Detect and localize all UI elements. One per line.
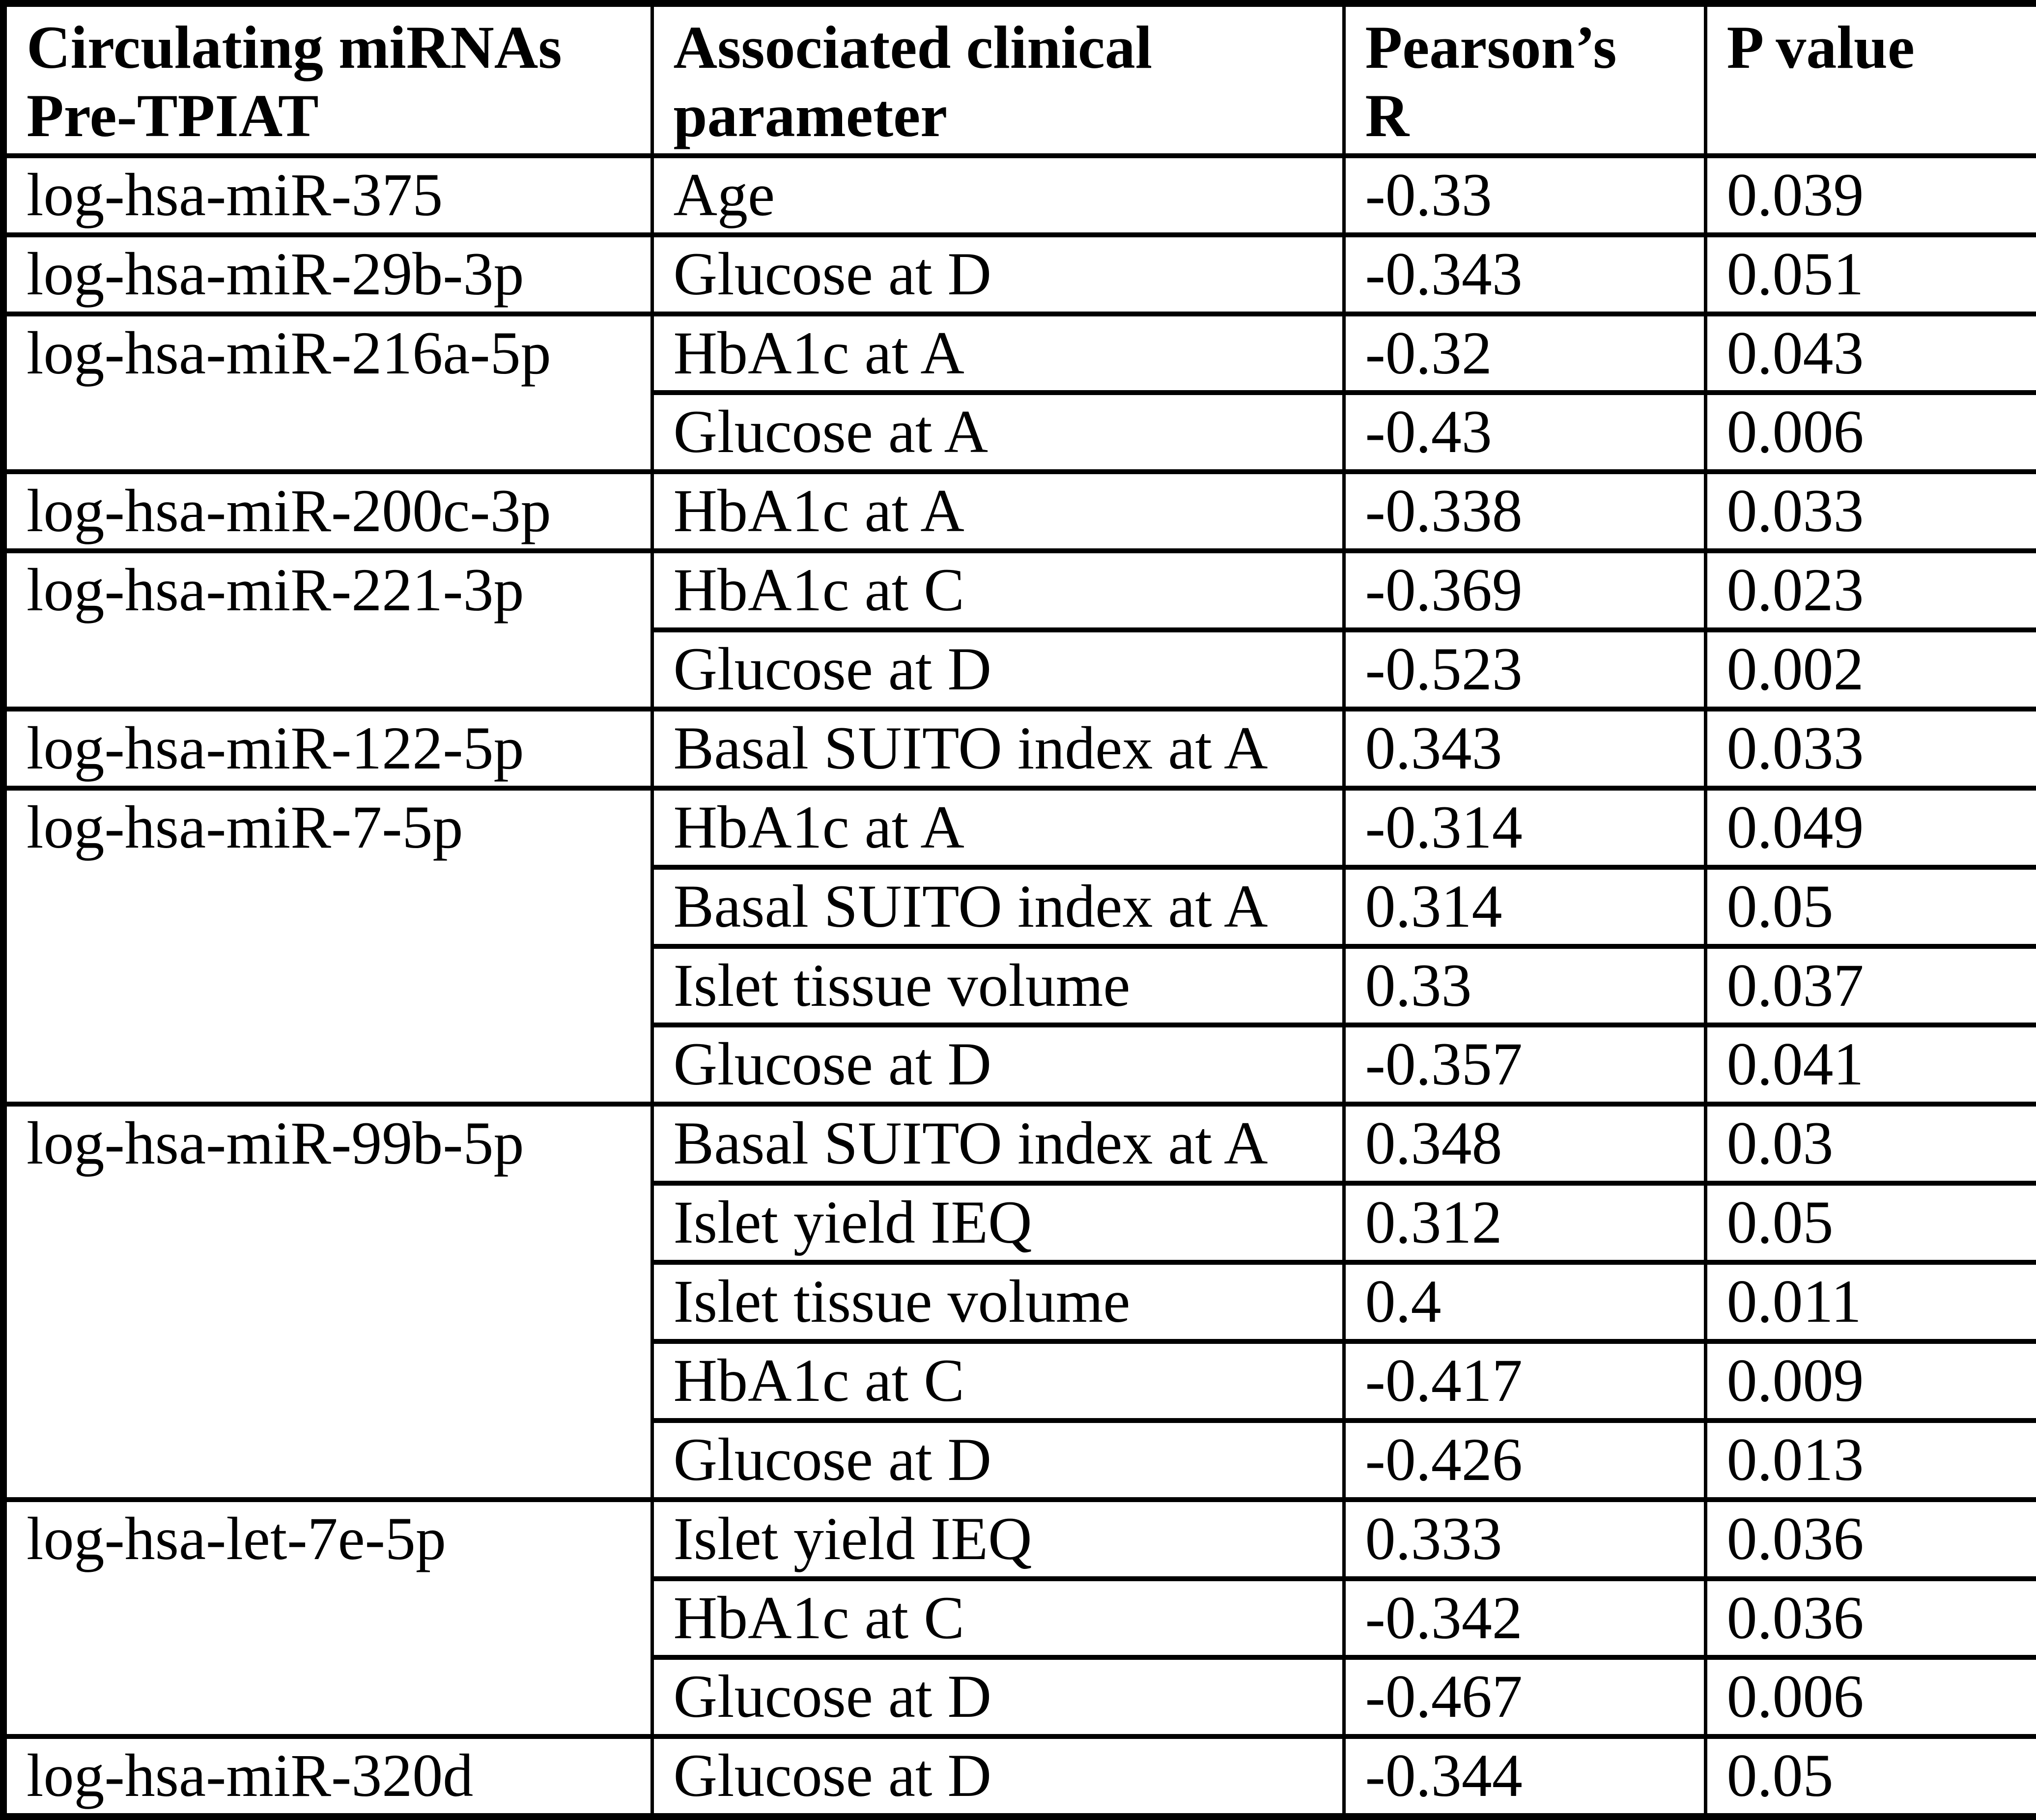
pearson-r-cell: -0.43 [1342,390,1707,475]
table-row: Glucose at D -0.523 0.002 [3,627,2036,711]
table-row: Islet yield IEQ 0.312 0.05 [3,1181,2036,1265]
table-row: log-hsa-let-7e-5p Islet yield IEQ 0.333 … [1,1497,2036,1739]
table-row: log-hsa-miR-7-5p HbA1c at A -0.314 0.049 [1,785,2036,1107]
parameter-cell: Basal SUITO index at A [650,706,1346,791]
parameter-cell: Glucose at D [650,1023,1346,1107]
table-row: log-hsa-miR-99b-5p Basal SUITO index at … [1,1102,2036,1502]
parameter-cell: Glucose at D [650,627,1346,711]
parameter-cell: HbA1c at A [650,785,1346,870]
table-row: log-hsa-miR-122-5p Basal SUITO index at … [1,706,2036,791]
pearson-r-cell: -0.33 [1342,153,1707,237]
parameter-cell: Glucose at A [650,390,1346,475]
p-value-cell: 0.036 [1703,1497,2036,1581]
pearson-r-cell: 0.333 [1342,1497,1707,1581]
pearson-r-cell: 0.343 [1342,706,1707,791]
pearson-r-cell: 0.348 [1342,1102,1707,1186]
parameter-cell: Age [650,153,1346,237]
table-row: log-hsa-miR-375 Age -0.33 0.039 [1,153,2036,237]
table-row: log-hsa-miR-29b-3p Glucose at D -0.343 0… [1,232,2036,316]
parameter-cell: HbA1c at C [650,1338,1346,1423]
parameter-cell: Islet yield IEQ [650,1181,1346,1265]
p-value-cell: 0.011 [1703,1260,2036,1344]
parameter-cell: Glucose at D [650,232,1346,316]
p-value-cell: 0.037 [1703,943,2036,1028]
mirna-cell: log-hsa-let-7e-5p [1,1497,654,1739]
table-row: Islet tissue volume 0.4 0.011 [3,1260,2036,1344]
p-value-cell: 0.041 [1703,1023,2036,1107]
p-value-cell: 0.006 [1703,390,2036,475]
parameter-cell: Glucose at D [650,1418,1346,1502]
col-header-pearsons-r: Pearson’s R [1342,1,1707,158]
table-row: log-hsa-miR-221-3p HbA1c at C -0.369 0.0… [1,548,2036,711]
parameter-cell: Glucose at D [650,1734,1346,1820]
table-row: log-hsa-miR-320d Glucose at D -0.344 0.0… [1,1734,2036,1820]
p-value-cell: 0.033 [1703,469,2036,554]
p-value-cell: 0.006 [1703,1655,2036,1739]
p-value-cell: 0.023 [1703,548,2036,632]
table-row: Glucose at D -0.426 0.013 [3,1418,2036,1502]
parameter-cell: Basal SUITO index at A [650,864,1346,949]
pearson-r-cell: -0.426 [1342,1418,1707,1502]
pearson-r-cell: -0.369 [1342,548,1707,632]
mirna-cell: log-hsa-miR-7-5p [1,785,654,1107]
table-row: log-hsa-miR-216a-5p HbA1c at A -0.32 0.0… [1,311,2036,475]
mirna-cell: log-hsa-miR-29b-3p [1,232,654,316]
table-row: Glucose at A -0.43 0.006 [3,390,2036,475]
mirna-cell: log-hsa-miR-320d [1,1734,654,1820]
pearson-r-cell: 0.33 [1342,943,1707,1028]
pearson-r-cell: 0.314 [1342,864,1707,949]
mirna-cell: log-hsa-miR-99b-5p [1,1102,654,1502]
col-header-parameter: Associated clinical parameter [650,1,1346,158]
parameter-cell: Glucose at D [650,1655,1346,1739]
parameter-cell: Islet tissue volume [650,1260,1346,1344]
pearson-r-cell: -0.467 [1342,1655,1707,1739]
parameter-cell: HbA1c at A [650,311,1346,396]
pearson-r-cell: -0.344 [1342,1734,1707,1820]
header-row: Circulating miRNAs Pre-TPIAT Associated … [1,1,2036,158]
p-value-cell: 0.013 [1703,1418,2036,1502]
col-header-p-value: P value [1703,1,2036,158]
p-value-cell: 0.05 [1703,1181,2036,1265]
pearson-r-cell: 0.312 [1342,1181,1707,1265]
pearson-r-cell: -0.343 [1342,232,1707,316]
parameter-cell: Islet tissue volume [650,943,1346,1028]
col-header-mirna: Circulating miRNAs Pre-TPIAT [1,1,654,158]
pearson-r-cell: -0.342 [1342,1576,1707,1660]
table-row: Basal SUITO index at A 0.314 0.05 [3,864,2036,949]
pearson-r-cell: -0.338 [1342,469,1707,554]
p-value-cell: 0.043 [1703,311,2036,396]
p-value-cell: 0.051 [1703,232,2036,316]
p-value-cell: 0.03 [1703,1102,2036,1186]
mirna-cell: log-hsa-miR-216a-5p [1,311,654,475]
p-value-cell: 0.05 [1703,864,2036,949]
p-value-cell: 0.036 [1703,1576,2036,1660]
table-row: Islet tissue volume 0.33 0.037 [3,943,2036,1028]
pearson-r-cell: 0.4 [1342,1260,1707,1344]
parameter-cell: HbA1c at A [650,469,1346,554]
p-value-cell: 0.049 [1703,785,2036,870]
pearson-r-cell: -0.523 [1342,627,1707,711]
mirna-cell: log-hsa-miR-221-3p [1,548,654,711]
parameter-cell: Basal SUITO index at A [650,1102,1346,1186]
parameter-cell: Islet yield IEQ [650,1497,1346,1581]
mirna-cell: log-hsa-miR-375 [1,153,654,237]
p-value-cell: 0.05 [1703,1734,2036,1820]
pearson-r-cell: -0.32 [1342,311,1707,396]
table-row: HbA1c at C -0.342 0.036 [3,1576,2036,1660]
p-value-cell: 0.002 [1703,627,2036,711]
pearson-r-cell: -0.417 [1342,1338,1707,1423]
table-row: Glucose at D -0.357 0.041 [3,1023,2036,1107]
table-row: log-hsa-miR-200c-3p HbA1c at A -0.338 0.… [1,469,2036,554]
p-value-cell: 0.009 [1703,1338,2036,1423]
p-value-cell: 0.033 [1703,706,2036,791]
parameter-cell: HbA1c at C [650,548,1346,632]
parameter-cell: HbA1c at C [650,1576,1346,1660]
mirna-cell: log-hsa-miR-200c-3p [1,469,654,554]
mirna-cell: log-hsa-miR-122-5p [1,706,654,791]
pearson-r-cell: -0.314 [1342,785,1707,870]
p-value-cell: 0.039 [1703,153,2036,237]
pearson-r-cell: -0.357 [1342,1023,1707,1107]
table-row: HbA1c at C -0.417 0.009 [3,1338,2036,1423]
